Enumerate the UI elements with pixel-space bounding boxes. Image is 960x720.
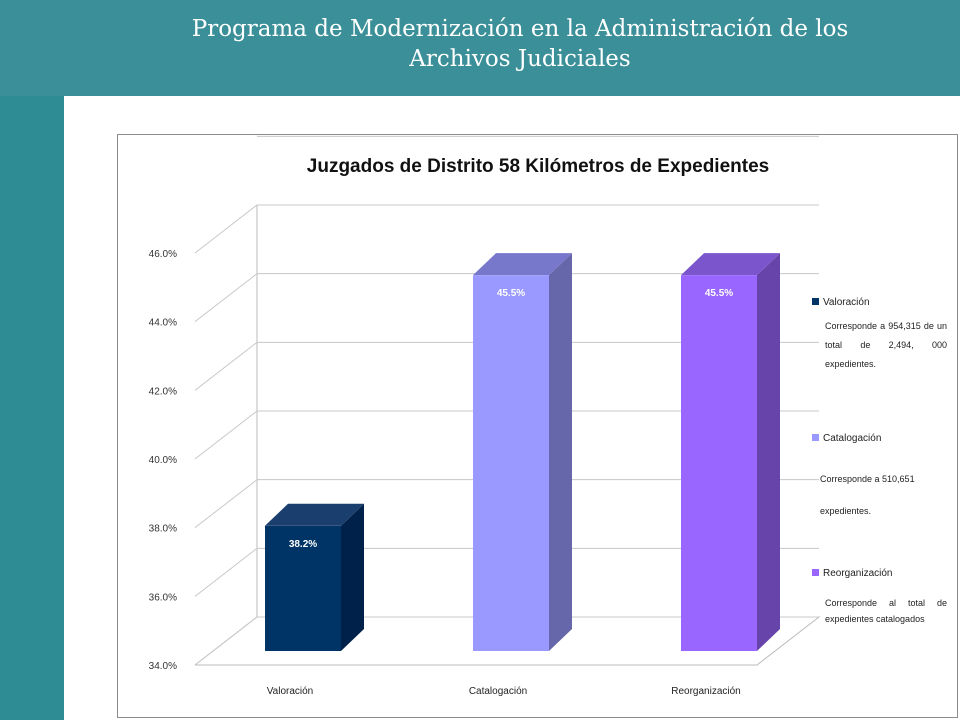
- y-tick-label: 44.0%: [149, 318, 177, 329]
- slide-title: Programa de Modernización en la Administ…: [90, 14, 950, 74]
- chart-gridline: [194, 341, 819, 391]
- legend-item-reorganizacion: Reorganización: [812, 568, 893, 579]
- legend-note-catalogacion-2: expedientes.: [820, 506, 872, 516]
- slide-title-line-1: Programa de Modernización en la Administ…: [191, 16, 849, 42]
- legend-item-catalogacion: Catalogación: [812, 433, 881, 444]
- x-tick-label-valoracion: Valoración: [267, 686, 314, 697]
- chart-gridline: [194, 410, 819, 460]
- bar-top-catalogacion: [473, 253, 572, 276]
- y-tick-label: 40.0%: [149, 455, 177, 466]
- slide-title-line-2: Archivos Judiciales: [409, 46, 631, 72]
- y-tick-label: 42.0%: [149, 386, 177, 397]
- bar-top-valoracion: [265, 503, 364, 526]
- legend-item-valoracion: Valoración: [812, 297, 870, 308]
- bar-valoracion: [265, 525, 341, 651]
- y-tick-label: 46.0%: [149, 249, 177, 260]
- title-bar: [0, 0, 960, 96]
- y-tick-label: 38.0%: [149, 524, 177, 535]
- data-label-reorganizacion: 45.5%: [705, 288, 733, 299]
- chart-title: Juzgados de Distrito 58 Kilómetros de Ex…: [307, 156, 769, 177]
- legend-swatch-catalogacion: [812, 434, 819, 441]
- legend-label-valoracion: Valoración: [823, 297, 870, 308]
- bar-side-valoracion: [341, 503, 364, 651]
- chart-gridline: [194, 479, 819, 529]
- bar-reorganizacion: [681, 275, 757, 651]
- legend-note-catalogacion-1: Corresponde a 510,651: [820, 474, 915, 484]
- legend-note-valoracion: Corresponde a 954,315 de un total de 2,4…: [825, 321, 947, 369]
- chart-gridline: [194, 273, 819, 323]
- legend-label-catalogacion: Catalogación: [823, 433, 882, 444]
- y-tick-label: 34.0%: [149, 661, 177, 672]
- legend-note-reorganizacion: Corresponde al total de expedientes cata…: [825, 598, 947, 624]
- legend-label-reorganizacion: Reorganización: [823, 568, 893, 579]
- bar-top-reorganizacion: [681, 253, 780, 276]
- data-label-valoracion: 38.2%: [289, 539, 317, 550]
- legend-swatch-reorganizacion: [812, 569, 819, 576]
- chart-gridline: [194, 204, 819, 254]
- legend-swatch-valoracion: [812, 298, 819, 305]
- y-tick-label: 36.0%: [149, 592, 177, 603]
- bar-side-catalogacion: [549, 253, 572, 651]
- chart-gridline: [194, 616, 819, 666]
- data-label-catalogacion: 45.5%: [497, 288, 525, 299]
- chart-gridline: [194, 547, 819, 597]
- x-tick-label-catalogacion: Catalogación: [469, 686, 527, 697]
- bar-side-reorganizacion: [757, 253, 780, 651]
- x-tick-label-reorganizacion: Reorganización: [671, 686, 741, 697]
- bar-catalogacion: [473, 275, 549, 651]
